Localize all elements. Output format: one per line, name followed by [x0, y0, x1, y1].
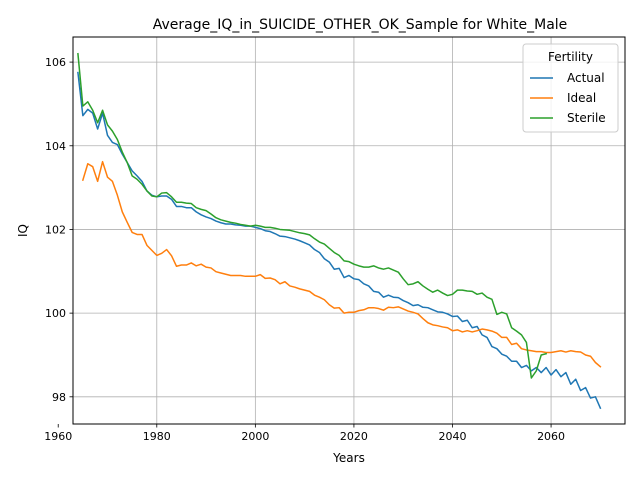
- legend-label-sterile: Sterile: [567, 111, 606, 125]
- y-tick-label: 104: [45, 140, 66, 153]
- y-tick-label: 106: [45, 56, 66, 69]
- y-tick-label: 98: [52, 391, 66, 404]
- x-tick-label: 1980: [143, 430, 171, 443]
- legend-title: Fertility: [548, 50, 593, 64]
- x-tick-label: 2060: [537, 430, 565, 443]
- legend-box: [522, 43, 619, 133]
- series-line-sterile: [77, 52, 548, 379]
- series-lines: [77, 52, 602, 410]
- legend: Fertility Actual Ideal Sterile: [522, 43, 619, 133]
- x-axis-label: Years: [332, 451, 365, 465]
- series-line-actual: [77, 71, 602, 410]
- x-tick-label: 2000: [241, 430, 269, 443]
- x-tick-label: 2040: [439, 430, 467, 443]
- x-axis-ticks: 1960 1980 2000 2020 2040 2060: [44, 424, 565, 443]
- legend-label-actual: Actual: [567, 71, 605, 85]
- y-axis-ticks: 98 100 102 104 106: [45, 56, 73, 404]
- axes-frame: [72, 36, 626, 425]
- y-tick-label: 100: [45, 307, 66, 320]
- chart-title: Average_IQ_in_SUICIDE_OTHER_OK_Sample fo…: [153, 17, 568, 33]
- plot-area: [77, 52, 602, 410]
- x-tick-label: 1960: [44, 430, 72, 443]
- y-axis-label: IQ: [16, 224, 30, 237]
- x-tick-label: 2020: [340, 430, 368, 443]
- legend-items: Actual Ideal Sterile: [530, 71, 606, 125]
- legend-label-ideal: Ideal: [567, 91, 596, 105]
- series-line-ideal: [81, 160, 602, 368]
- y-tick-label: 102: [45, 223, 66, 236]
